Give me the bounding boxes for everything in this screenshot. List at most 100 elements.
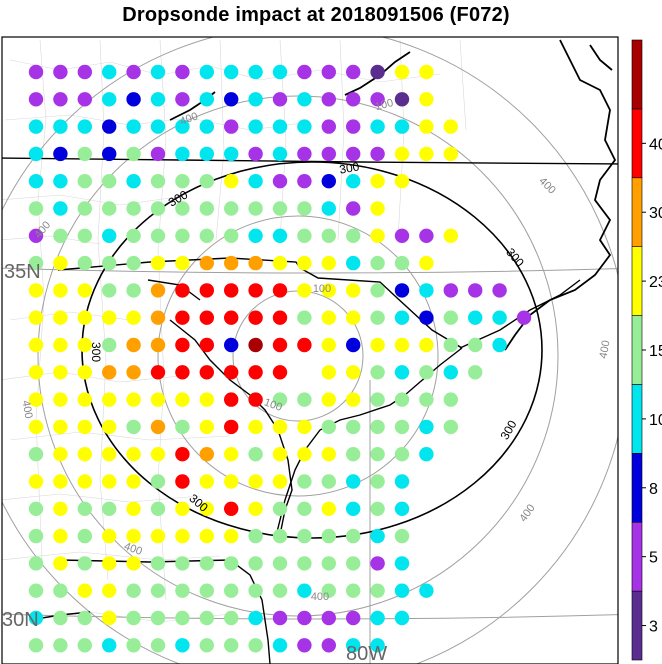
impact-dot	[346, 337, 361, 353]
impact-dot	[175, 146, 190, 162]
impact-dot	[394, 174, 410, 189]
impact-dot	[248, 119, 263, 134]
impact-dot	[175, 119, 190, 134]
impact-dot	[297, 638, 312, 653]
impact-dot	[394, 583, 410, 598]
impact-dot	[28, 638, 44, 653]
impact-dot	[394, 556, 410, 571]
impact-dot	[419, 365, 434, 380]
impact-dot	[419, 255, 434, 271]
impact-dot	[175, 447, 190, 462]
impact-dot	[199, 310, 214, 325]
impact-dot	[224, 92, 239, 107]
impact-dot	[394, 255, 410, 271]
impact-dot	[248, 255, 263, 271]
impact-dot	[77, 201, 93, 216]
impact-dot	[321, 337, 336, 353]
impact-dot	[53, 92, 68, 107]
impact-dot	[126, 556, 141, 571]
impact-dot	[370, 365, 385, 380]
impact-dot	[224, 638, 239, 653]
impact-dot	[248, 528, 263, 544]
impact-dot	[102, 310, 117, 325]
impact-dot	[346, 174, 361, 189]
impact-dot	[77, 474, 93, 489]
impact-dot	[126, 255, 141, 271]
impact-dot	[102, 228, 117, 243]
impact-dot	[28, 255, 44, 271]
impact-dot	[346, 583, 361, 598]
impact-dot	[248, 638, 263, 653]
lat-label-30n: 30N	[2, 609, 39, 631]
impact-dot	[224, 583, 239, 598]
impact-dot	[394, 447, 410, 462]
impact-dot	[419, 337, 434, 353]
impact-dot	[321, 119, 336, 134]
impact-dot	[468, 283, 483, 298]
impact-dot	[321, 610, 336, 626]
impact-dot	[297, 610, 312, 626]
lat-label-35n: 35N	[4, 261, 41, 283]
impact-dot	[321, 528, 336, 544]
impact-dot	[248, 337, 263, 353]
impact-dot	[370, 146, 385, 162]
impact-dot	[272, 474, 288, 489]
contour-label-gray: 100	[374, 97, 395, 113]
impact-dot	[346, 365, 361, 380]
impact-dot	[175, 64, 190, 80]
impact-dot	[443, 283, 458, 298]
impact-dot	[28, 419, 44, 435]
impact-dot	[419, 146, 434, 162]
impact-dot	[77, 556, 93, 571]
impact-dot	[175, 310, 190, 325]
impact-dot	[175, 201, 190, 216]
impact-dots	[28, 64, 532, 653]
impact-dot	[28, 474, 44, 489]
impact-dot	[346, 447, 361, 462]
impact-dot	[199, 228, 214, 243]
impact-dot	[346, 64, 361, 80]
impact-dot	[321, 283, 336, 298]
impact-dot	[297, 146, 312, 162]
impact-dot	[443, 392, 458, 407]
impact-dot	[150, 392, 166, 407]
impact-dot	[272, 610, 288, 626]
impact-dot	[53, 64, 68, 80]
impact-dot	[321, 310, 336, 325]
impact-dot	[321, 201, 336, 216]
contour-label-gray: 400	[178, 110, 199, 128]
impact-dot	[175, 92, 190, 107]
impact-dot	[199, 583, 214, 598]
impact-dot	[346, 310, 361, 325]
impact-dot	[248, 310, 263, 325]
impact-dot	[102, 419, 117, 435]
impact-dot	[419, 64, 434, 80]
contour-label-300: 300	[497, 418, 519, 443]
impact-dot	[492, 310, 507, 325]
impact-dot	[102, 501, 117, 516]
impact-dot	[248, 583, 263, 598]
impact-dot	[102, 610, 117, 626]
impact-dot	[224, 501, 239, 516]
impact-dot	[126, 419, 141, 435]
impact-dot	[370, 419, 385, 435]
impact-dot	[77, 638, 93, 653]
impact-dot	[419, 447, 434, 462]
impact-dot	[297, 228, 312, 243]
impact-dot	[272, 419, 288, 435]
impact-dot	[77, 64, 93, 80]
impact-dot	[150, 255, 166, 271]
impact-dot	[28, 174, 44, 189]
impact-dot	[28, 310, 44, 325]
impact-dot	[77, 92, 93, 107]
impact-dot	[272, 146, 288, 162]
impact-dot	[370, 447, 385, 462]
impact-dot	[102, 201, 117, 216]
impact-dot	[126, 119, 141, 134]
impact-dot	[346, 283, 361, 298]
impact-dot	[492, 337, 507, 353]
impact-dot	[370, 337, 385, 353]
impact-dot	[126, 310, 141, 325]
impact-dot	[28, 528, 44, 544]
impact-dot	[248, 174, 263, 189]
